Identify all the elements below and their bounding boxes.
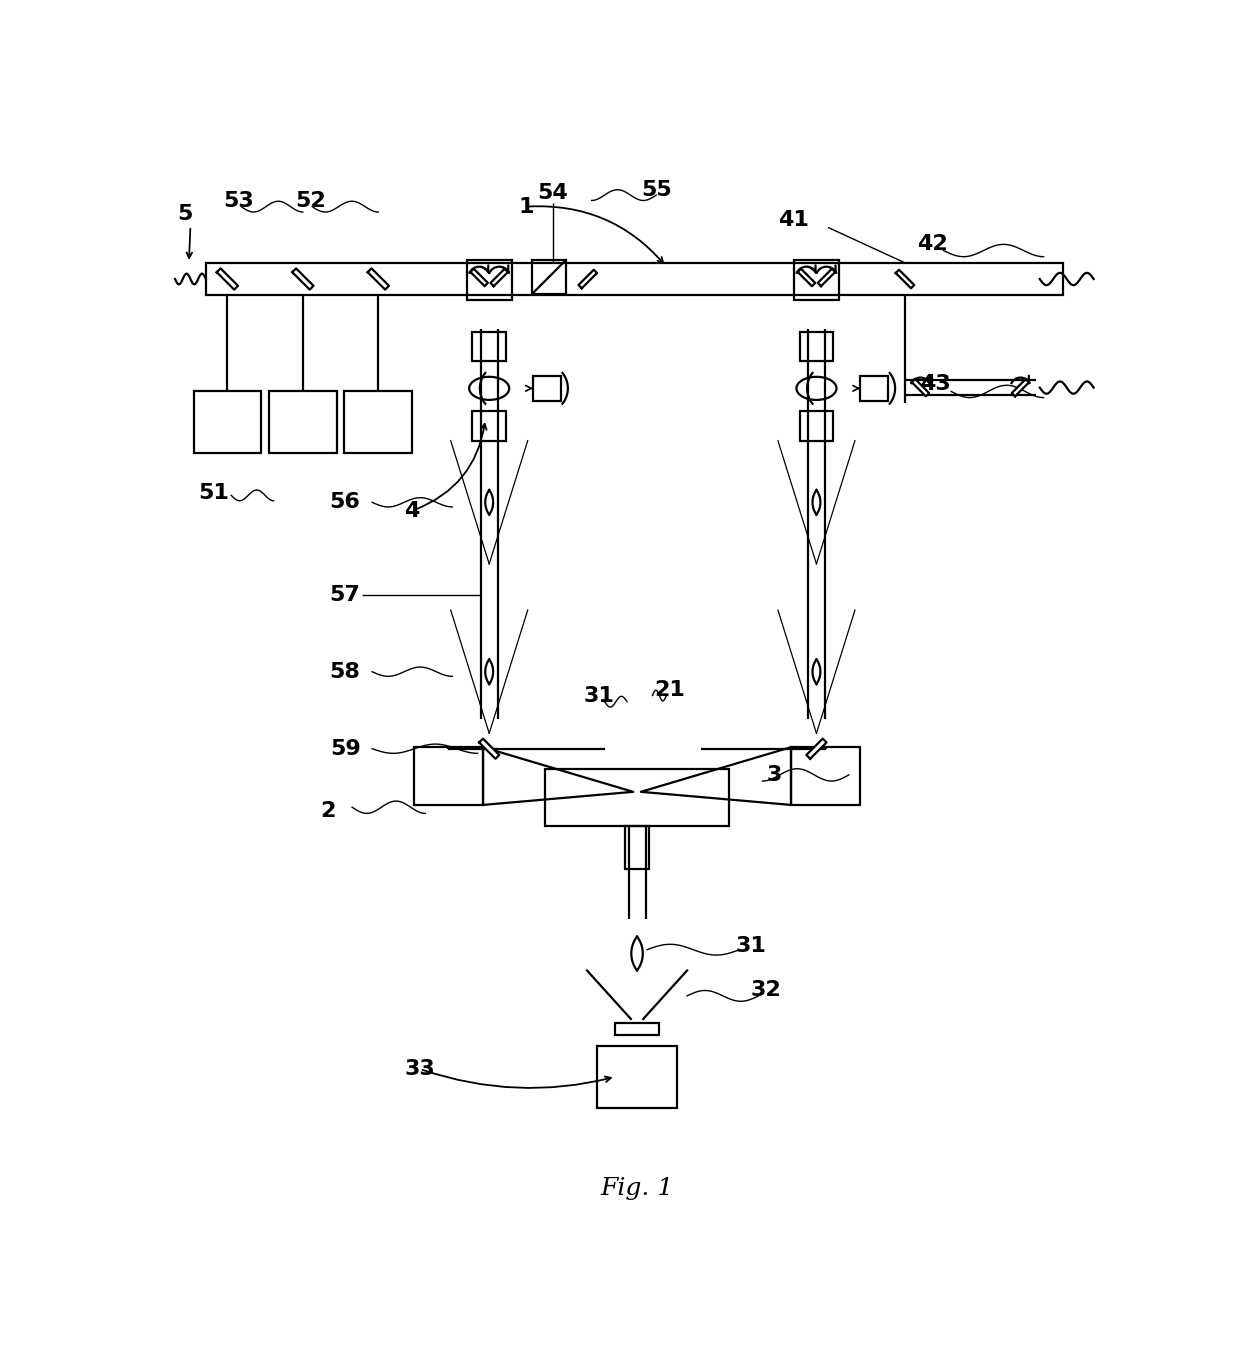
Text: 32: 32	[751, 980, 781, 1001]
Polygon shape	[479, 739, 500, 758]
Polygon shape	[293, 268, 314, 290]
Bar	[544, 769, 729, 827]
Text: 41: 41	[777, 209, 808, 230]
Text: 2: 2	[320, 801, 335, 821]
Polygon shape	[895, 270, 914, 289]
Polygon shape	[470, 268, 487, 286]
Polygon shape	[797, 268, 815, 286]
Polygon shape	[579, 270, 596, 289]
Text: 5: 5	[177, 204, 192, 225]
Text: 56: 56	[330, 493, 361, 512]
Bar	[269, 392, 337, 453]
Text: 21: 21	[655, 680, 686, 700]
Text: 31: 31	[735, 936, 766, 956]
Text: 3: 3	[766, 765, 781, 784]
Bar	[800, 412, 833, 441]
Bar	[800, 333, 833, 361]
Bar	[472, 333, 506, 361]
Bar	[532, 260, 567, 293]
Bar	[615, 1023, 658, 1035]
Text: 57: 57	[330, 585, 361, 605]
Polygon shape	[806, 739, 827, 758]
Text: 33: 33	[404, 1060, 435, 1079]
Text: 55: 55	[641, 179, 672, 200]
Polygon shape	[817, 268, 836, 286]
Bar	[193, 392, 262, 453]
Text: 52: 52	[295, 192, 326, 211]
Bar	[596, 1046, 677, 1108]
Polygon shape	[911, 379, 929, 396]
Text: 1: 1	[518, 197, 534, 216]
Bar	[345, 392, 412, 453]
Polygon shape	[217, 268, 238, 290]
Bar	[861, 376, 888, 401]
Text: 43: 43	[920, 374, 951, 394]
Text: 53: 53	[223, 192, 254, 211]
Text: 51: 51	[198, 483, 229, 502]
Text: 4: 4	[404, 501, 420, 520]
Bar	[794, 260, 838, 300]
Polygon shape	[1012, 379, 1029, 396]
Text: 42: 42	[916, 234, 947, 253]
Bar	[625, 827, 649, 869]
Bar	[533, 376, 560, 401]
Bar	[791, 747, 861, 805]
Text: 59: 59	[330, 739, 361, 758]
Bar	[467, 260, 512, 300]
Text: 54: 54	[538, 183, 568, 203]
Polygon shape	[368, 268, 389, 290]
Polygon shape	[491, 268, 508, 286]
Bar	[472, 412, 506, 441]
Text: 58: 58	[330, 661, 361, 682]
Bar	[414, 747, 484, 805]
Text: Fig. 1: Fig. 1	[600, 1177, 673, 1199]
Text: 31: 31	[584, 686, 615, 705]
Bar	[206, 263, 1063, 296]
